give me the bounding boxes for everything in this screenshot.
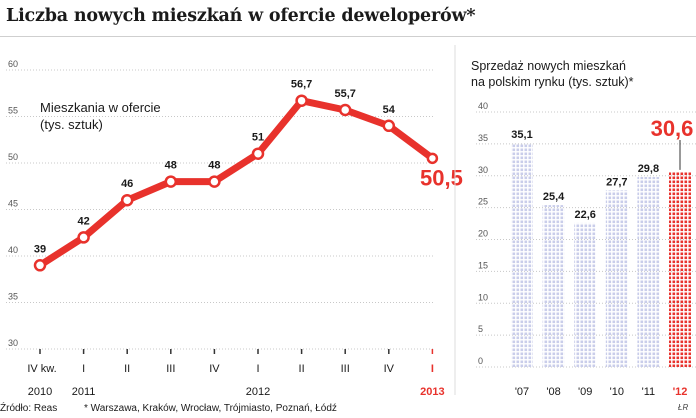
data-label: 22,6: [574, 209, 595, 221]
x-tick-label: '08: [546, 386, 560, 398]
x-tick-label: '12: [673, 386, 688, 398]
data-label: 30,6: [651, 116, 694, 141]
y-tick-label: 55: [8, 106, 18, 116]
data-point: [426, 152, 439, 165]
x-tick-label: II: [299, 363, 305, 375]
data-point: [208, 175, 221, 188]
bar: [542, 205, 565, 367]
data-point: [120, 193, 134, 207]
data-label: 25,4: [543, 191, 565, 203]
x-tick-label: '11: [642, 386, 656, 398]
title-divider: [0, 36, 696, 37]
y-tick-label: 5: [478, 324, 483, 334]
x-tick-label: III: [341, 363, 350, 375]
data-point: [382, 119, 396, 133]
x-tick-label: I: [82, 363, 85, 375]
data-label: 51: [252, 132, 264, 144]
x-tick-label: II: [124, 363, 130, 375]
year-label: 2010: [28, 386, 52, 398]
y-tick-label: 40: [8, 245, 18, 255]
bar: [669, 171, 691, 367]
chart-annotation: (tys. sztuk): [40, 117, 103, 132]
data-label: 39: [34, 243, 46, 255]
data-label: 29,8: [638, 163, 659, 175]
y-tick-label: 25: [478, 197, 488, 207]
year-label: 2011: [72, 386, 96, 398]
data-label: 48: [165, 160, 177, 172]
y-tick-label: 30: [478, 165, 488, 175]
y-tick-label: 20: [478, 229, 488, 239]
author-signature: ŁR: [678, 403, 689, 412]
footnote: * Warszawa, Kraków, Wrocław, Trójmiasto,…: [84, 403, 337, 414]
x-tick-label: IV kw.: [27, 363, 56, 375]
x-tick-label: '09: [578, 386, 592, 398]
bar: [511, 143, 533, 367]
y-tick-label: 30: [8, 338, 18, 348]
x-tick-label: III: [166, 363, 175, 375]
y-tick-label: 0: [478, 356, 483, 366]
data-label: 56,7: [291, 79, 312, 91]
data-point: [77, 231, 90, 244]
y-tick-label: 45: [8, 199, 18, 209]
data-point: [164, 175, 178, 188]
year-label: 2013: [420, 386, 444, 398]
data-label: 42: [77, 215, 89, 227]
x-tick-label: IV: [209, 363, 220, 375]
bar: [637, 177, 660, 367]
data-label: 46: [121, 178, 133, 190]
data-point: [251, 147, 265, 160]
data-point: [295, 94, 308, 107]
x-tick-label: '07: [515, 386, 529, 398]
bar: [574, 222, 597, 367]
chart-annotation: Mieszkania w ofercie: [40, 100, 161, 115]
x-tick-label: I: [431, 363, 434, 375]
y-tick-label: 10: [478, 292, 488, 302]
data-label: 55,7: [334, 88, 355, 100]
x-tick-label: I: [256, 363, 259, 375]
data-label: 48: [208, 160, 220, 172]
year-label: 2012: [246, 386, 270, 398]
y-tick-label: 35: [8, 292, 18, 302]
data-point: [33, 259, 47, 272]
data-label: 50,5: [420, 165, 463, 190]
y-tick-label: 15: [478, 260, 488, 270]
y-tick-label: 60: [8, 59, 18, 69]
series-line: [36, 97, 436, 269]
y-tick-label: 50: [8, 152, 18, 162]
chart-annotation: Sprzedaż nowych mieszkań: [471, 59, 626, 73]
data-label: 27,7: [606, 176, 627, 188]
y-tick-label: 40: [478, 101, 488, 111]
bar: [605, 190, 628, 367]
x-tick-label: IV: [384, 363, 395, 375]
chart-title: Liczba nowych mieszkań w ofercie dewelop…: [6, 6, 476, 26]
chart-annotation: na polskim rynku (tys. sztuk)*: [471, 75, 634, 89]
data-label: 35,1: [511, 129, 532, 141]
data-label: 54: [383, 104, 396, 116]
source-note: Źródło: Reas: [0, 403, 58, 414]
y-tick-label: 35: [478, 133, 488, 143]
x-tick-label: '10: [610, 386, 624, 398]
data-point: [338, 103, 352, 117]
